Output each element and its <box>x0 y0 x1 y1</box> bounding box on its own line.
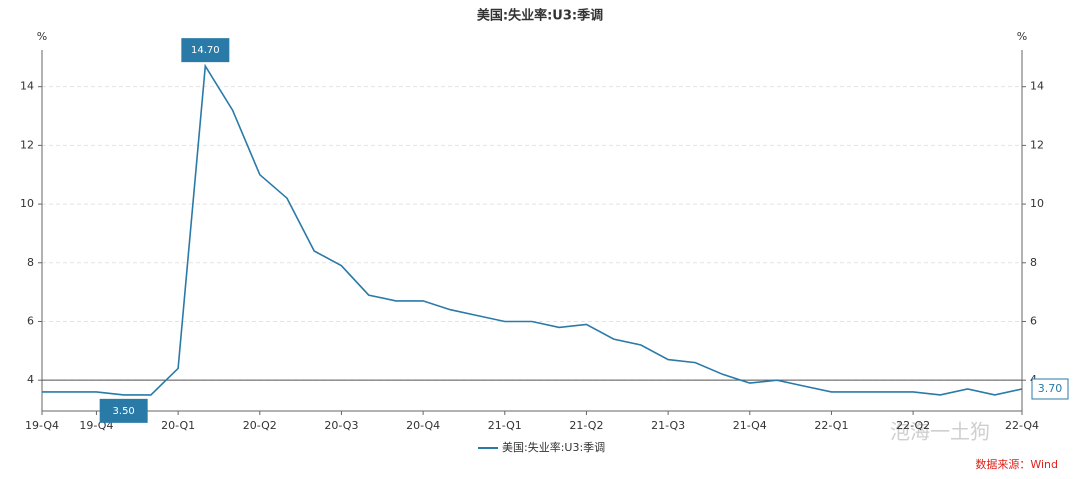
y2-tick-label: 8 <box>1030 256 1037 269</box>
value-label: 14.70 <box>191 45 220 56</box>
y2-unit: % <box>1017 30 1027 43</box>
y2-tick-label: 12 <box>1030 138 1044 151</box>
y-tick-label: 10 <box>20 197 34 210</box>
x-tick-label: 21-Q2 <box>569 419 603 432</box>
y2-tick-label: 6 <box>1030 314 1037 327</box>
x-tick-label: 21-Q4 <box>733 419 767 432</box>
y2-tick-label: 10 <box>1030 197 1044 210</box>
line <box>42 63 1023 396</box>
value-label: 3.70 <box>1038 382 1063 395</box>
y-tick-label: 14 <box>20 80 34 93</box>
watermark: 泡海一土狗 <box>890 420 990 444</box>
x-tick-label: 21-Q3 <box>651 419 685 432</box>
y-unit: % <box>37 30 47 43</box>
y-tick-label: 6 <box>27 314 34 327</box>
x-tick-label: 22-Q1 <box>814 419 848 432</box>
x-tick-label: 21-Q1 <box>488 419 522 432</box>
chart-title: 美国:失业率:U3:季调 <box>477 8 603 24</box>
value-label-box <box>99 398 148 423</box>
x-tick-label: 19-Q4 <box>25 419 59 432</box>
value-label: 3.50 <box>113 406 135 417</box>
x-tick-label: 22-Q2 <box>896 419 930 432</box>
legend-label: 美国:失业率:U3:季调 <box>502 440 605 454</box>
x-tick-label: 20-Q4 <box>406 419 440 432</box>
y2-tick-label: 14 <box>1030 80 1044 93</box>
y-tick-label: 12 <box>20 138 34 151</box>
y-tick-label: 4 <box>27 373 34 386</box>
value-label-box <box>181 38 230 63</box>
x-tick-label: 20-Q2 <box>243 419 277 432</box>
x-tick-label: 20-Q1 <box>161 419 195 432</box>
value-label-box <box>1031 378 1069 400</box>
x-tick-label: 22-Q4 <box>1005 419 1039 432</box>
y-tick-label: 8 <box>27 256 34 269</box>
source: 数据来源：Wind <box>975 457 1058 471</box>
x-tick-label: 20-Q3 <box>324 419 358 432</box>
